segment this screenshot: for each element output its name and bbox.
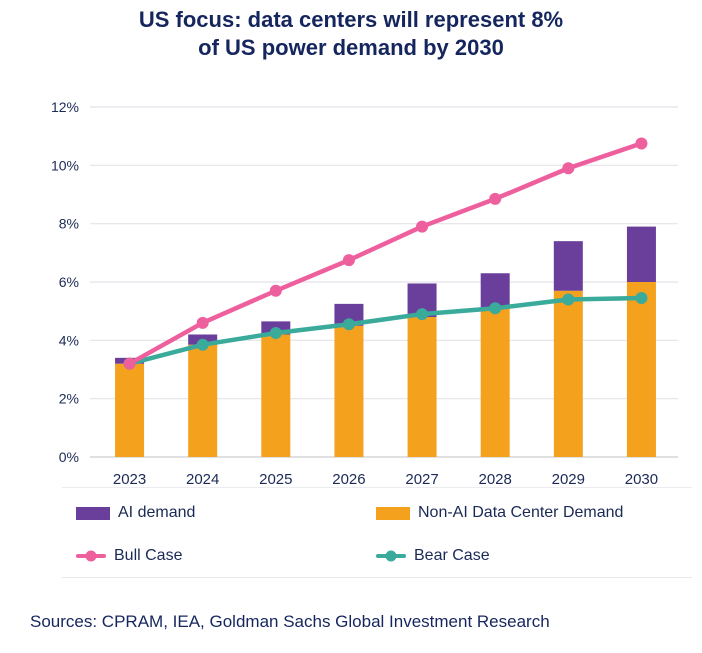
marker-bull-case-2029 <box>562 162 575 175</box>
sources-text: Sources: CPRAM, IEA, Goldman Sachs Globa… <box>30 612 550 631</box>
line-bear-case <box>127 295 644 366</box>
marker-bull-case-2028 <box>489 192 502 205</box>
line-bull-case <box>127 141 644 366</box>
legend-label: Bear Case <box>414 547 490 564</box>
ai-demand-swatch-icon <box>76 506 110 520</box>
marker-bull-case-2025 <box>269 284 282 297</box>
marker-bear-case-2024 <box>196 338 209 351</box>
marker-bear-case-2030 <box>635 292 648 305</box>
bull-case-line-icon <box>76 550 106 562</box>
x-tick-label-2025: 2025 <box>259 471 292 488</box>
x-tick-label-2030: 2030 <box>625 471 658 488</box>
bar-non-ai-2026 <box>334 325 364 457</box>
legend-item-ai-demand: AI demand <box>76 504 195 522</box>
legend-item-non-ai-demand: Non-AI Data Center Demand <box>376 504 623 522</box>
chart-title-line2: of US power demand by 2030 <box>198 35 504 60</box>
x-tick-label-2024: 2024 <box>186 471 219 488</box>
x-tick-label-2026: 2026 <box>332 471 365 488</box>
legend-label: Bull Case <box>114 547 183 564</box>
legend-item-bear-case: Bear Case <box>376 547 490 565</box>
marker-bear-case-2026 <box>342 318 355 331</box>
y-tick-label: 12% <box>51 99 79 115</box>
chart-legend: AI demand Non-AI Data Center Demand Bull… <box>62 487 692 578</box>
legend-item-bull-case: Bull Case <box>76 547 182 565</box>
chart-title: US focus: data centers will represent 8%… <box>0 6 702 62</box>
marker-bull-case-2023 <box>123 357 136 370</box>
bear-case-line-icon <box>376 550 406 562</box>
y-tick-label: 2% <box>59 391 79 407</box>
bull-case-dot-icon <box>85 550 97 562</box>
bar-ai-2029 <box>553 241 583 291</box>
marker-bull-case-2026 <box>342 254 355 267</box>
bar-non-ai-2029 <box>553 290 583 457</box>
marker-bear-case-2029 <box>562 293 575 306</box>
bar-non-ai-2025 <box>261 334 291 457</box>
bear-case-dot-icon <box>385 550 397 562</box>
legend-label: AI demand <box>118 504 196 521</box>
x-tick-label-2029: 2029 <box>552 471 585 488</box>
marker-bull-case-2027 <box>416 220 429 233</box>
chart-title-line1: US focus: data centers will represent 8% <box>138 7 564 32</box>
marker-bear-case-2028 <box>489 302 502 315</box>
x-tick-label-2027: 2027 <box>405 471 438 488</box>
bar-ai-2026 <box>334 303 364 326</box>
bar-non-ai-2024 <box>188 344 218 457</box>
bar-non-ai-2028 <box>480 308 510 457</box>
y-tick-label: 10% <box>51 157 79 173</box>
y-tick-label: 6% <box>59 274 79 290</box>
marker-bull-case-2024 <box>196 316 209 329</box>
power-demand-combo-chart: 0% 2% 4% 6% 8% 10% 12% 2023 2024 2025 2026 2027 2028… <box>51 99 678 488</box>
x-tick-label-2028: 2028 <box>479 471 512 488</box>
bar-non-ai-2027 <box>407 317 437 457</box>
non-ai-demand-swatch-icon <box>376 506 410 520</box>
x-tick-label-2023: 2023 <box>113 471 146 488</box>
bar-ai-2030 <box>626 226 656 282</box>
marker-bear-case-2025 <box>269 327 282 340</box>
bar-non-ai-2030 <box>626 282 656 457</box>
y-tick-label: 0% <box>59 449 79 465</box>
marker-bull-case-2030 <box>635 137 648 150</box>
y-tick-label: 8% <box>59 216 79 232</box>
marker-bear-case-2027 <box>416 308 429 321</box>
y-tick-label: 4% <box>59 332 79 348</box>
legend-label: Non-AI Data Center Demand <box>418 504 624 521</box>
bar-non-ai-2023 <box>115 363 145 457</box>
